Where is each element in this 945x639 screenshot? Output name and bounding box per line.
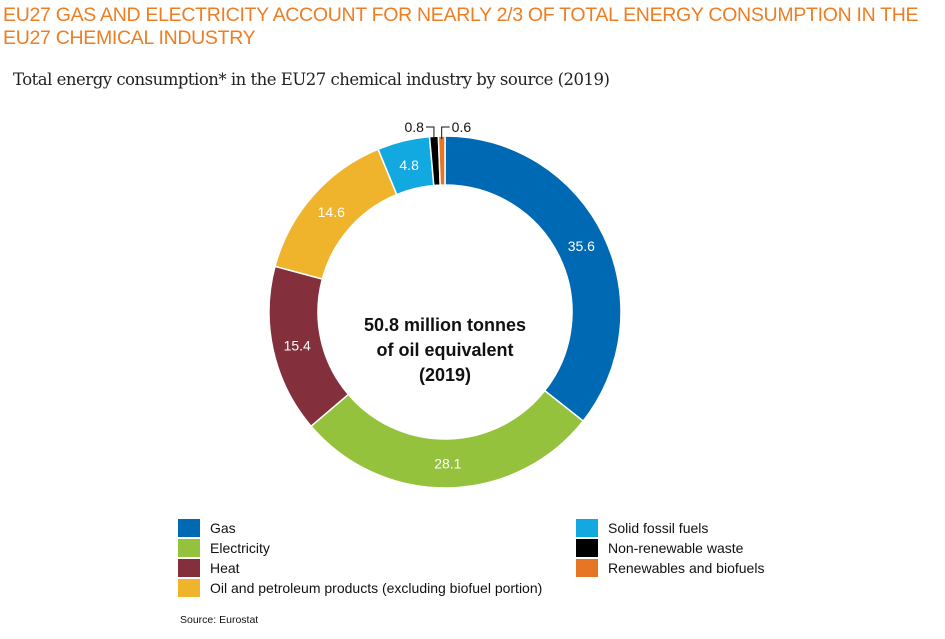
legend-label-heat: Heat xyxy=(210,560,240,576)
legend-item-non-renewable-waste: Non-renewable waste xyxy=(576,538,764,558)
chart-title: EU27 GAS AND ELECTRICITY ACCOUNT FOR NEA… xyxy=(3,4,919,49)
legend-swatch-gas xyxy=(178,519,200,537)
slice-labels: 35.6 28.1 15.4 14.6 4.8 0.8 0.6 xyxy=(284,119,596,471)
legend-label-oil: Oil and petroleum products (excluding bi… xyxy=(210,580,543,596)
callout-line-renewables xyxy=(441,126,450,139)
slice-label-renewables: 0.6 xyxy=(452,119,472,135)
slice-label-gas: 35.6 xyxy=(568,238,595,254)
slice-gas xyxy=(444,135,622,423)
legend-item-renewables: Renewables and biofuels xyxy=(576,558,764,578)
slice-renewables xyxy=(437,135,446,186)
center-label-line2: of oil equivalent xyxy=(376,340,513,360)
legend-swatch-renewables xyxy=(576,559,598,577)
legend-item-gas: Gas xyxy=(178,518,542,538)
legend-left: Gas Electricity Heat Oil and petroleum p… xyxy=(178,518,542,598)
slice-label-solid-fossil: 4.8 xyxy=(399,157,419,173)
legend-label-electricity: Electricity xyxy=(210,540,270,556)
legend-swatch-heat xyxy=(178,559,200,577)
center-label-line3: (2019) xyxy=(419,365,471,385)
legend-item-electricity: Electricity xyxy=(178,538,542,558)
center-label-line1: 50.8 million tonnes xyxy=(364,315,526,335)
slice-label-electricity: 28.1 xyxy=(434,455,461,471)
slice-label-heat: 15.4 xyxy=(284,337,311,353)
callout-line-non-renewable-waste xyxy=(425,126,435,139)
slice-label-non-renewable-waste: 0.8 xyxy=(404,119,424,135)
legend-swatch-oil xyxy=(178,579,200,597)
donut-slices xyxy=(268,135,622,489)
legend-swatch-solid-fossil xyxy=(576,519,598,537)
legend-item-solid-fossil: Solid fossil fuels xyxy=(576,518,764,538)
legend-label-non-renewable-waste: Non-renewable waste xyxy=(608,540,744,556)
source-note: Source: Eurostat xyxy=(180,614,259,626)
legend-label-solid-fossil: Solid fossil fuels xyxy=(608,520,709,536)
chart-subtitle: Total energy consumption* in the EU27 ch… xyxy=(13,70,610,89)
slice-label-oil: 14.6 xyxy=(318,204,345,220)
legend-label-gas: Gas xyxy=(210,520,236,536)
legend-right: Solid fossil fuels Non-renewable waste R… xyxy=(576,518,764,578)
center-label: 50.8 million tonnes of oil equivalent (2… xyxy=(364,315,526,385)
legend-item-oil: Oil and petroleum products (excluding bi… xyxy=(178,578,542,598)
legend-item-heat: Heat xyxy=(178,558,542,578)
legend-label-renewables: Renewables and biofuels xyxy=(608,560,765,576)
callout-lines xyxy=(425,126,450,139)
legend-swatch-non-renewable-waste xyxy=(576,539,598,557)
slice-electricity xyxy=(310,389,585,489)
legend-swatch-electricity xyxy=(178,539,200,557)
